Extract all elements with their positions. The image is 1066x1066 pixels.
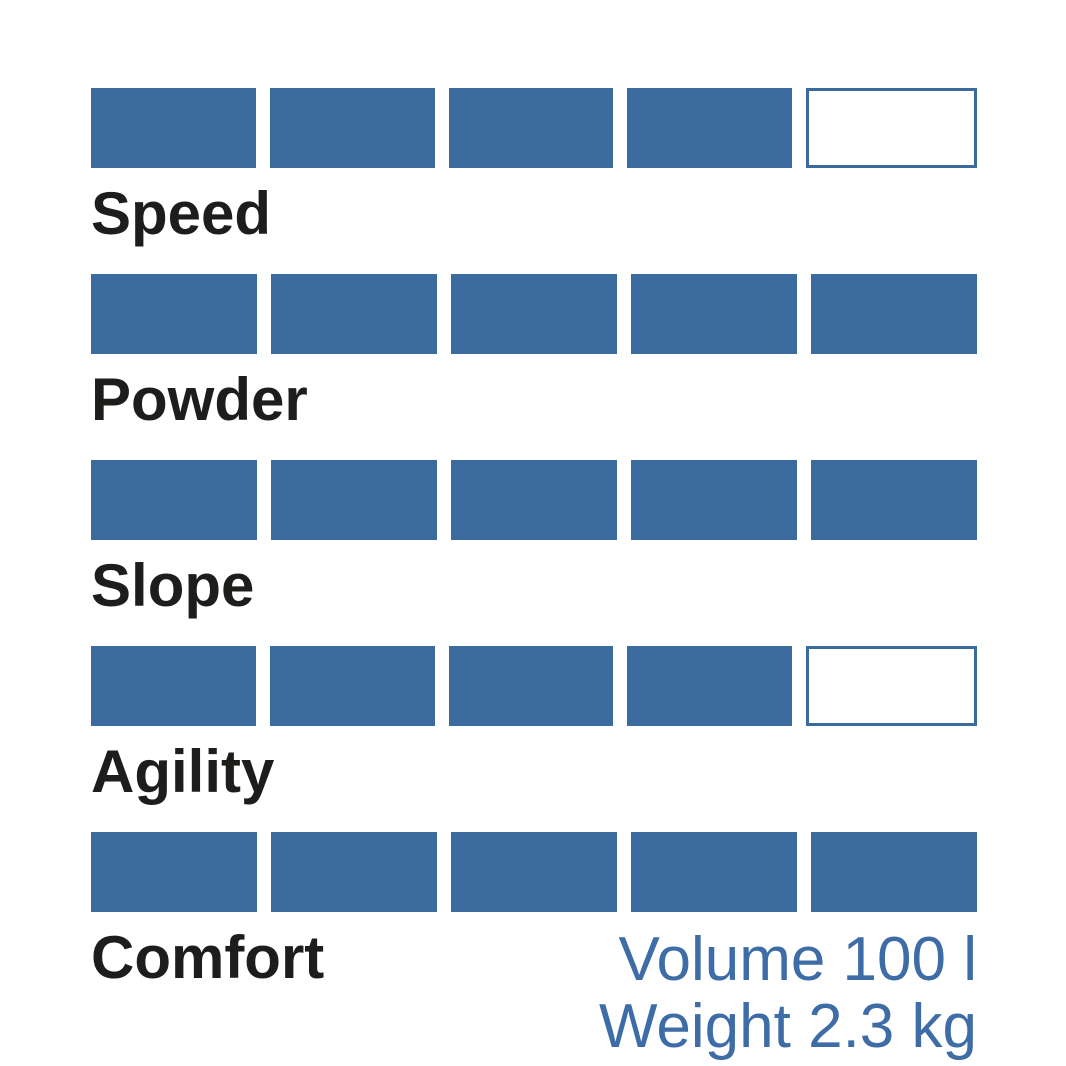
rating-block-filled: [451, 274, 617, 354]
rating-block-filled: [811, 274, 977, 354]
rating-block-empty: [806, 646, 977, 726]
rating-block-filled: [451, 460, 617, 540]
rating-block-filled: [269, 88, 435, 168]
rating-block-filled: [811, 832, 977, 912]
rating-block-filled: [627, 646, 793, 726]
category-label: Speed: [91, 180, 272, 247]
rating-block-filled: [448, 646, 614, 726]
volume-text: Volume 100 l: [618, 925, 977, 994]
rating-blocks-row: [91, 646, 977, 726]
rating-block-filled: [271, 832, 437, 912]
rating-block-filled: [269, 646, 435, 726]
rating-blocks-row: [91, 88, 977, 168]
rating-blocks-row: [91, 832, 977, 912]
rating-block-filled: [91, 832, 257, 912]
specs: Volume 100 l Weight 2.3 kg: [599, 926, 977, 1060]
rating-block-filled: [631, 274, 797, 354]
category-label: Powder: [91, 366, 308, 433]
rating-block-filled: [631, 832, 797, 912]
category-label: Agility: [91, 738, 275, 805]
rating-group: Agility: [91, 646, 977, 802]
rating-block-empty: [806, 88, 977, 168]
rating-block-filled: [91, 460, 257, 540]
rating-block-filled: [451, 832, 617, 912]
rating-group: Speed: [91, 88, 977, 244]
rating-blocks-row: [91, 274, 977, 354]
category-label: Slope: [91, 552, 255, 619]
rating-chart: Speed Powder Slope Agility Comfort: [91, 88, 977, 1018]
rating-group: Comfort: [91, 832, 977, 988]
rating-block-filled: [627, 88, 793, 168]
rating-blocks-row: [91, 460, 977, 540]
rating-block-filled: [91, 646, 256, 726]
rating-block-filled: [271, 274, 437, 354]
rating-block-filled: [91, 88, 256, 168]
rating-group: Slope: [91, 460, 977, 616]
rating-block-filled: [448, 88, 614, 168]
category-label: Comfort: [91, 924, 325, 991]
rating-block-filled: [811, 460, 977, 540]
rating-block-filled: [91, 274, 257, 354]
rating-group: Powder: [91, 274, 977, 430]
weight-text: Weight 2.3 kg: [599, 992, 977, 1061]
rating-block-filled: [271, 460, 437, 540]
rating-block-filled: [631, 460, 797, 540]
